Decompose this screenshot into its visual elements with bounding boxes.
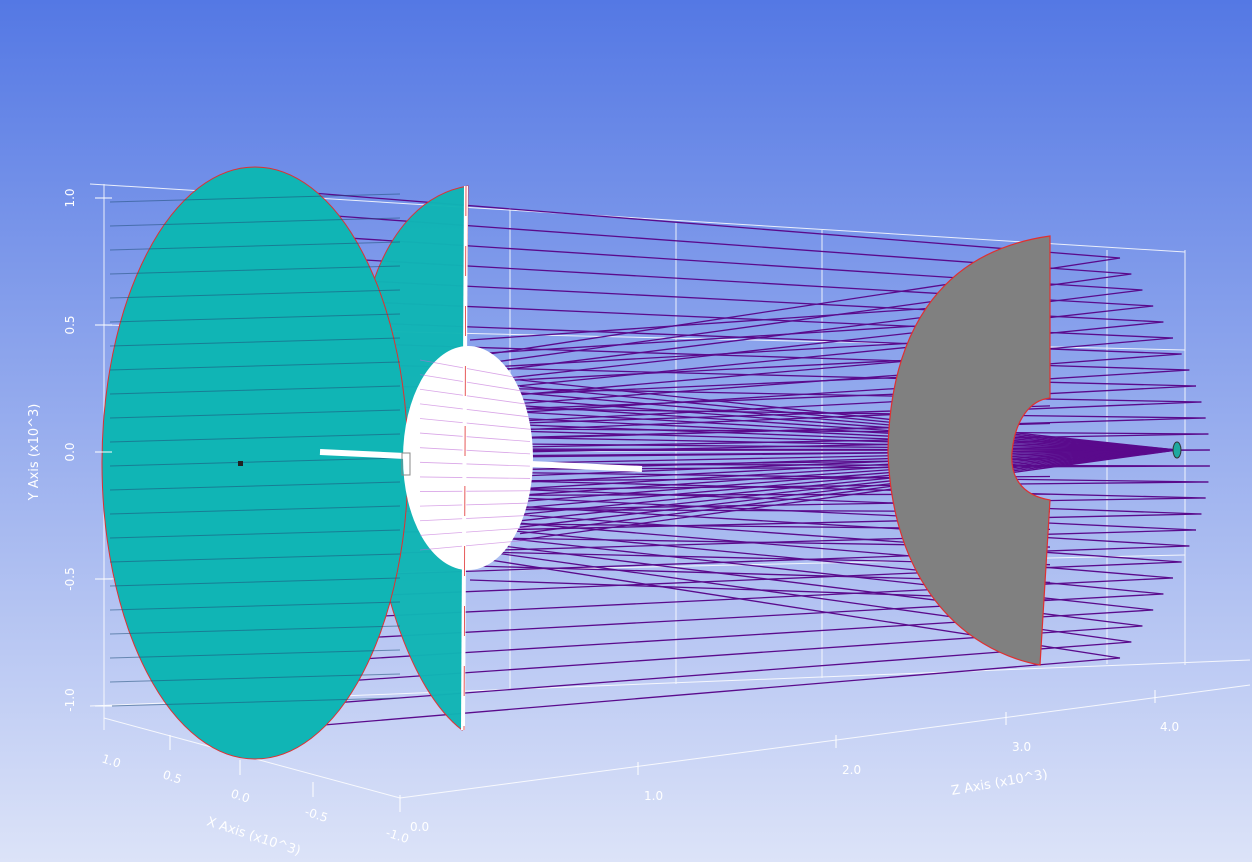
ray-overlay <box>109 217 401 227</box>
ray <box>519 449 1178 490</box>
z-tick-label: 0.0 <box>410 820 429 834</box>
ray-overlay <box>109 385 401 395</box>
support-bar-right <box>529 461 643 472</box>
ray <box>519 449 1178 477</box>
ray <box>519 449 1178 458</box>
ray-overlay <box>109 433 401 443</box>
ray-overlay <box>109 313 401 323</box>
ray <box>519 449 1178 464</box>
y-tick-label: 1.0 <box>63 188 77 207</box>
ray-overlay <box>109 481 401 491</box>
ray <box>519 449 1178 535</box>
x-tick-label: -1.0 <box>384 826 411 847</box>
secondary-mirror <box>887 235 1051 666</box>
ray-overlay <box>109 193 401 203</box>
detector <box>1172 441 1182 459</box>
ray-overlay <box>419 490 531 492</box>
obstruction-ray-overlay <box>419 359 531 551</box>
ray-overlay <box>419 359 531 381</box>
central-obstruction <box>403 346 533 570</box>
ray-overlay <box>419 432 531 442</box>
ray-overlay <box>109 241 401 251</box>
ray <box>475 487 1202 515</box>
ray <box>462 385 1197 425</box>
ray-overlay <box>109 505 401 515</box>
ray-overlay <box>419 514 531 522</box>
ray <box>519 449 1178 509</box>
ray <box>519 449 1178 484</box>
x-tick-label: -0.5 <box>303 805 330 826</box>
center-point <box>238 461 243 466</box>
ray-overlay <box>419 374 531 393</box>
ray-overlay <box>109 553 401 563</box>
ray <box>519 417 1178 451</box>
ray <box>519 449 1178 496</box>
ray-overlay <box>419 476 531 479</box>
ray <box>519 385 1178 451</box>
z-tick-label: 1.0 <box>644 789 663 803</box>
ray-overlay <box>419 447 531 455</box>
ray <box>299 657 1121 728</box>
y-tick-label: -0.5 <box>63 567 77 590</box>
y-axis-title: Y Axis (x10^3) <box>27 404 42 502</box>
primary-mirror <box>101 166 409 760</box>
ray <box>519 449 1178 503</box>
ray <box>519 449 1178 528</box>
x-tick-label: 1.0 <box>100 752 122 771</box>
ray-overlay <box>109 409 401 419</box>
ray-overlay <box>109 673 401 683</box>
z-tick-label: 3.0 <box>1012 740 1031 754</box>
ray-overlay <box>419 527 531 536</box>
primary-ray-overlay <box>109 193 401 707</box>
ray <box>519 424 1178 451</box>
ray-overlay <box>419 418 531 430</box>
ray-overlay <box>109 649 401 659</box>
ray <box>519 436 1178 451</box>
y-axis: 1.0 0.5 0.0 -0.5 -1.0 Y Axis (x10^3) <box>27 188 77 711</box>
ray <box>519 392 1178 451</box>
ray-overlay <box>419 403 531 418</box>
support-bar-left <box>319 449 406 459</box>
y-tick-label: -1.0 <box>63 688 77 711</box>
grid-line <box>399 684 1251 799</box>
ray-overlay <box>419 539 531 551</box>
ray-overlay <box>109 577 401 587</box>
x-tick-label: 0.5 <box>161 768 183 787</box>
ray-overlay <box>419 461 531 467</box>
ray-overlay <box>109 601 401 611</box>
z-tick-label: 2.0 <box>842 763 861 777</box>
hub-marker <box>401 452 411 476</box>
ray <box>467 433 1209 449</box>
ray-overlay <box>109 361 401 371</box>
ray <box>519 449 1178 522</box>
ray <box>461 369 1190 417</box>
ray <box>519 398 1178 451</box>
ray-overlay <box>109 337 401 347</box>
ray <box>478 503 1190 547</box>
x-tick-label: 0.0 <box>229 787 251 806</box>
ray-overlay <box>109 265 401 275</box>
ray <box>480 511 1182 563</box>
ray-overlay <box>109 697 401 707</box>
z-tick-label: 4.0 <box>1160 720 1179 734</box>
ray <box>519 449 1178 516</box>
y-tick-label: 0.0 <box>63 442 77 461</box>
ray <box>464 401 1202 433</box>
y-tick-label: 0.5 <box>63 315 77 334</box>
ray-overlay <box>109 625 401 635</box>
ray <box>519 404 1178 451</box>
ray-overlay <box>419 388 531 406</box>
ray-overlay <box>109 529 401 539</box>
ray-overlay <box>419 502 531 507</box>
axis-ticks <box>95 197 1156 812</box>
ray-overlay <box>109 289 401 299</box>
ray <box>483 527 1164 595</box>
ray <box>519 379 1178 451</box>
ray-overlay <box>109 457 401 467</box>
spider-vane <box>461 185 468 731</box>
